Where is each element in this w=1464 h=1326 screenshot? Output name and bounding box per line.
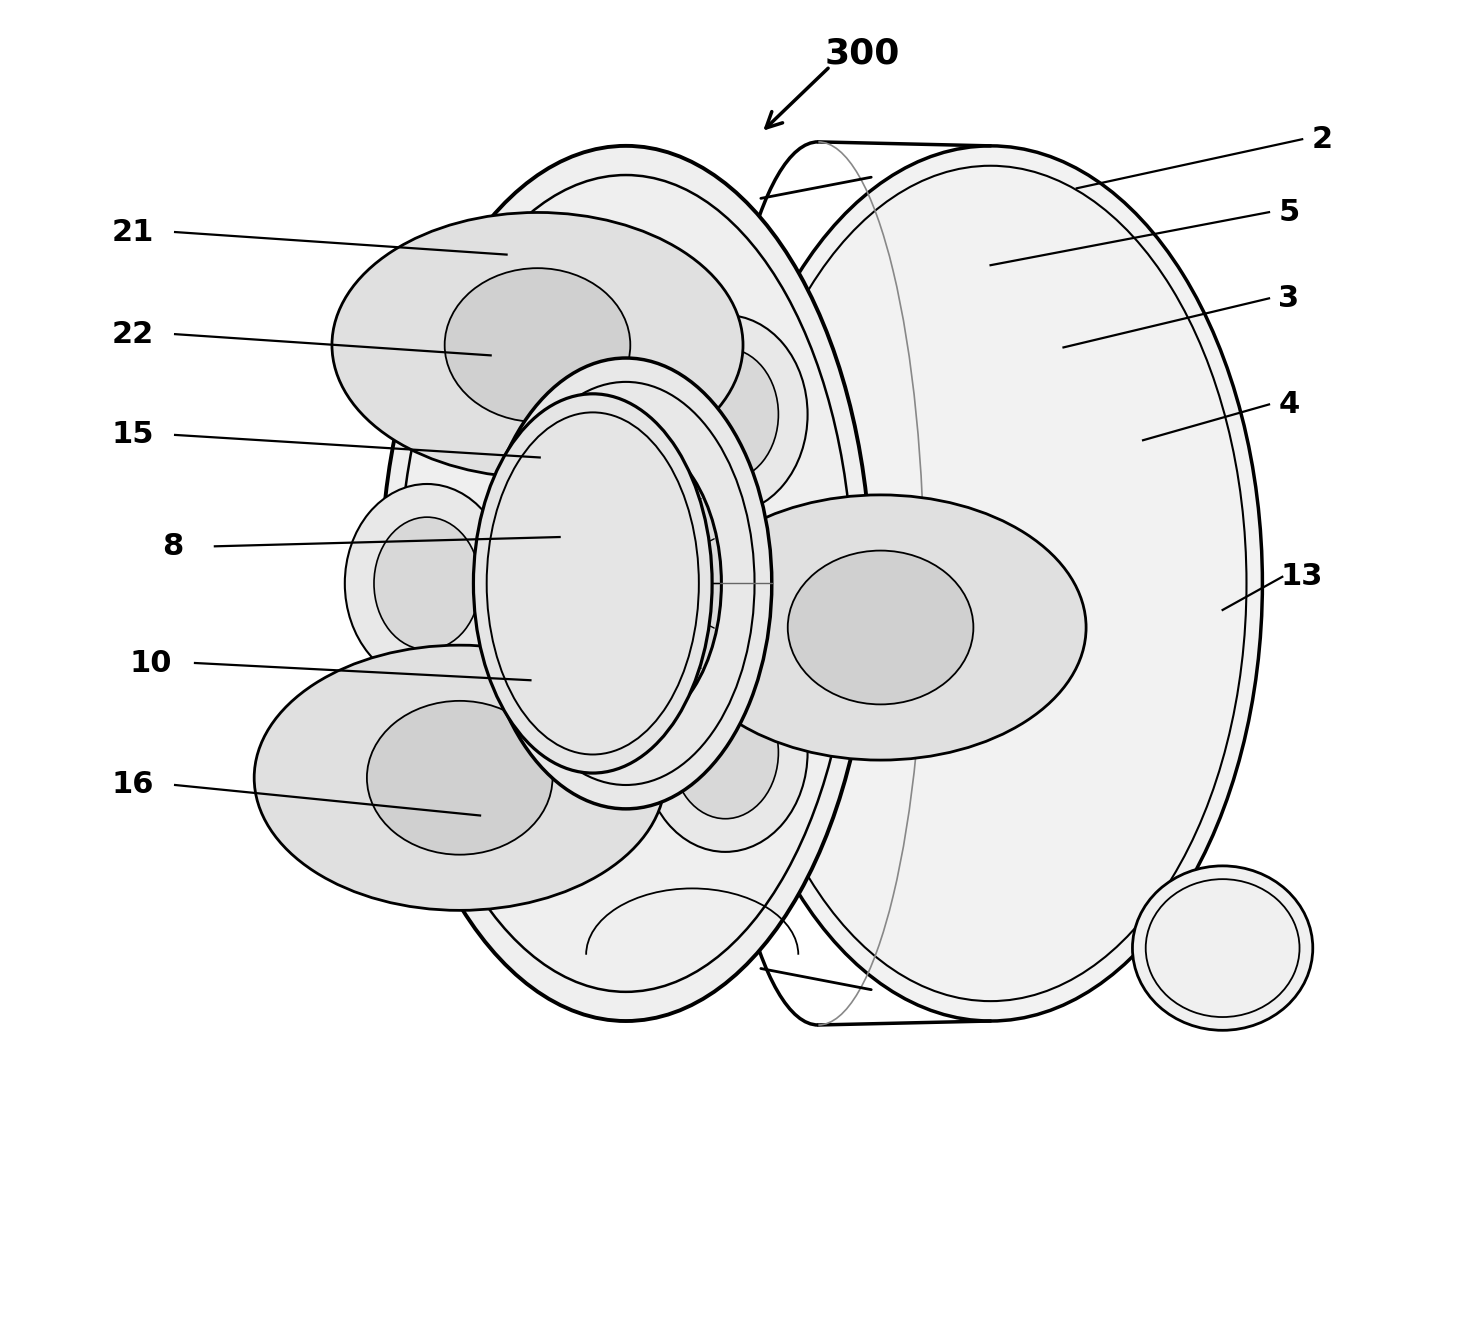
Text: 5: 5 [1278,198,1300,227]
Ellipse shape [480,358,772,809]
Ellipse shape [643,316,808,514]
Ellipse shape [530,435,722,732]
Ellipse shape [373,517,480,650]
Ellipse shape [719,146,1262,1021]
Text: 22: 22 [111,320,154,349]
Text: 8: 8 [163,532,183,561]
Text: 13: 13 [1281,562,1323,591]
Ellipse shape [675,495,1086,760]
Ellipse shape [605,581,657,618]
Ellipse shape [346,484,509,683]
Ellipse shape [672,686,779,818]
Ellipse shape [575,507,676,660]
Ellipse shape [1133,866,1313,1030]
Text: 2: 2 [1312,125,1332,154]
Text: 21: 21 [111,217,154,247]
Ellipse shape [445,268,631,422]
Text: 16: 16 [111,770,154,800]
Text: 10: 10 [130,648,173,678]
Text: 3: 3 [1278,284,1300,313]
Ellipse shape [788,550,974,704]
Ellipse shape [255,646,665,911]
Text: 15: 15 [111,420,154,450]
Ellipse shape [473,394,712,773]
Ellipse shape [643,652,808,851]
Text: 300: 300 [824,36,900,70]
Ellipse shape [672,349,779,481]
Ellipse shape [332,212,744,477]
Ellipse shape [381,146,871,1021]
Ellipse shape [367,701,552,855]
Text: 4: 4 [1278,390,1300,419]
